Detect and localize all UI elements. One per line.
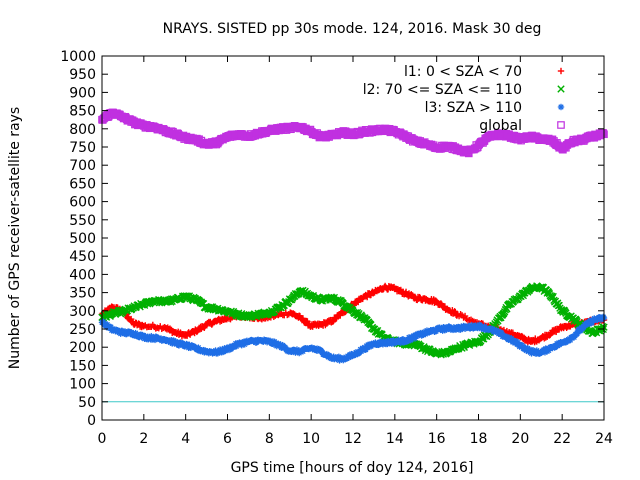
x-tick-label: 14 (386, 431, 404, 447)
y-tick-label: 150 (69, 358, 96, 374)
series-1 (98, 282, 608, 359)
y-tick-label: 200 (69, 340, 96, 356)
x-tick-label: 10 (302, 431, 320, 447)
x-tick-label: 20 (511, 431, 529, 447)
y-tick-label: 800 (69, 122, 96, 138)
axis-ticks: 0 2 4 6 8 10 12 14 16 18 20 22 240501001502002503003… (60, 49, 613, 447)
x-tick-label: 0 (98, 431, 107, 447)
y-tick-label: 50 (78, 395, 96, 411)
y-tick-label: 750 (69, 140, 96, 156)
y-tick-label: 950 (69, 67, 96, 83)
legend-marker (557, 103, 565, 111)
x-tick-label: 18 (470, 431, 488, 447)
x-tick-label: 16 (428, 431, 446, 447)
legend-marker (557, 121, 565, 129)
x-tick-label: 2 (139, 431, 148, 447)
y-tick-label: 1000 (60, 49, 96, 65)
y-tick-label: 550 (69, 213, 96, 229)
plot-frame (101, 55, 605, 421)
y-tick-label: 500 (69, 231, 96, 247)
y-tick-label: 100 (69, 377, 96, 393)
y-tick-label: 600 (69, 195, 96, 211)
y-tick-label: 300 (69, 304, 96, 320)
series-2 (98, 313, 608, 364)
legend-label: global (479, 118, 522, 134)
legend-label: l1: 0 < SZA < 70 (404, 64, 522, 80)
y-tick-label: 650 (69, 176, 96, 192)
y-tick-label: 450 (69, 249, 96, 265)
x-axis-label: GPS time [hours of doy 124, 2016] (231, 460, 474, 476)
y-axis-label: Number of GPS receiver-satellite rays (7, 107, 23, 369)
y-tick-label: 350 (69, 286, 96, 302)
series-3 (98, 108, 608, 158)
x-tick-label: 6 (223, 431, 232, 447)
data-point-interp (329, 318, 337, 325)
y-tick-label: 700 (69, 158, 96, 174)
y-tick-label: 400 (69, 267, 96, 283)
y-tick-label: 900 (69, 85, 96, 101)
x-tick-label: 8 (265, 431, 274, 447)
data-point-interp (332, 315, 340, 323)
chart-title: NRAYS. SISTED pp 30s mode. 124, 2016. Ma… (163, 21, 542, 37)
x-tick-label: 22 (553, 431, 571, 447)
y-tick-label: 850 (69, 104, 96, 120)
legend: l1: 0 < SZA < 70 l2: 70 <= SZA <= 110 l3: … (363, 64, 565, 134)
x-tick-label: 12 (344, 431, 362, 447)
x-tick-label: 4 (181, 431, 190, 447)
y-tick-label: 0 (87, 413, 96, 429)
legend-label: l2: 70 <= SZA <= 110 (363, 82, 522, 98)
y-tick-label: 250 (69, 322, 96, 338)
legend-marker (557, 67, 565, 75)
legend-label: l3: SZA > 110 (425, 100, 522, 116)
x-tick-label: 24 (595, 431, 613, 447)
data-point-interp (451, 308, 458, 315)
data-point (548, 292, 556, 300)
series-layer (98, 108, 608, 364)
legend-marker (557, 85, 565, 93)
